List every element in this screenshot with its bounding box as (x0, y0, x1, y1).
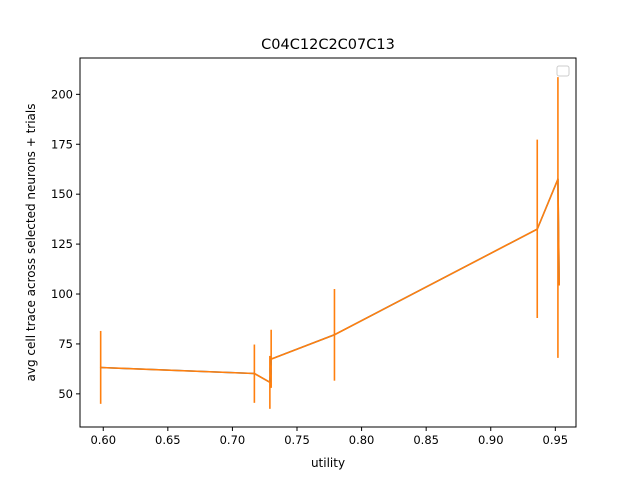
x-tick-label: 0.65 (155, 433, 181, 447)
axes-frame (79, 57, 577, 428)
x-axis-label: utility (311, 456, 345, 470)
chart-title: C04C12C2C07C13 (261, 37, 395, 53)
y-tick-label: 200 (51, 87, 73, 101)
plot-area (99, 77, 561, 409)
data-point (536, 228, 539, 230)
y-axis-label: avg cell trace across selected neurons +… (24, 104, 38, 382)
x-tick-label: 0.90 (478, 433, 504, 447)
series-line (100, 178, 561, 384)
y-tick-label: 125 (51, 237, 73, 251)
x-tick-label: 0.70 (220, 433, 246, 447)
y-tick-label: 50 (58, 387, 73, 401)
y-tick-label: 75 (58, 337, 73, 351)
data-point (253, 372, 256, 375)
x-axis: 0.60 0.65 0.70 0.75 0.80 0.85 0.90 0.95 (90, 427, 568, 447)
y-tick-label: 175 (51, 137, 73, 151)
data-point (557, 178, 559, 181)
x-tick-label: 0.80 (349, 433, 375, 447)
y-tick-label: 100 (51, 287, 73, 301)
x-tick-label: 0.75 (284, 433, 310, 447)
data-point (269, 381, 271, 384)
x-tick-label: 0.60 (90, 433, 116, 447)
data-point (99, 366, 102, 369)
y-tick-label: 150 (51, 187, 73, 201)
y-axis: 50 75 100 125 150 175 200 (51, 87, 80, 401)
data-point (270, 358, 272, 360)
data-point (558, 284, 561, 286)
legend-box (556, 65, 570, 77)
x-tick-label: 0.95 (543, 433, 569, 447)
x-tick-label: 0.85 (413, 433, 439, 447)
data-point (333, 333, 336, 336)
